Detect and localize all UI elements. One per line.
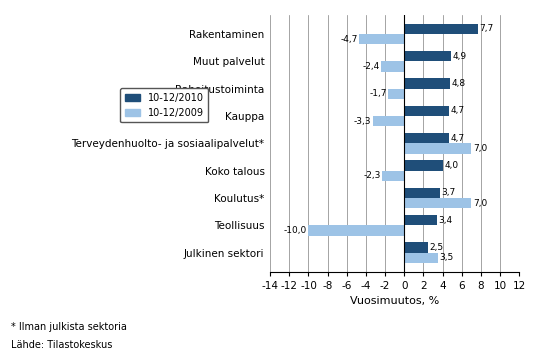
Bar (388, 89, 404, 99)
Bar (404, 215, 437, 225)
Bar (404, 24, 478, 34)
Bar (404, 160, 443, 171)
Bar (404, 253, 438, 263)
Text: -2,3: -2,3 (364, 171, 381, 180)
Bar (404, 198, 471, 208)
Text: 4,7: 4,7 (451, 106, 465, 115)
Text: 3,7: 3,7 (441, 188, 456, 197)
Text: 4,8: 4,8 (452, 79, 466, 88)
Bar (308, 225, 404, 236)
X-axis label: Vuosimuutos, %: Vuosimuutos, % (350, 296, 439, 306)
Bar (404, 78, 450, 89)
Text: 3,4: 3,4 (438, 216, 452, 225)
Bar (373, 116, 404, 126)
Text: 4,0: 4,0 (444, 161, 458, 170)
Bar (404, 51, 451, 61)
Text: * Ilman julkista sektoria: * Ilman julkista sektoria (11, 322, 127, 332)
Bar (404, 144, 471, 154)
Text: Lähde: Tilastokeskus: Lähde: Tilastokeskus (11, 340, 112, 350)
Text: -4,7: -4,7 (340, 35, 358, 44)
Text: 3,5: 3,5 (439, 253, 453, 262)
Text: 4,9: 4,9 (453, 52, 467, 61)
Bar (381, 61, 404, 72)
Text: 7,7: 7,7 (479, 24, 494, 34)
Bar (404, 242, 428, 253)
Text: 7,0: 7,0 (473, 144, 487, 153)
Text: 4,7: 4,7 (451, 134, 465, 143)
Text: -1,7: -1,7 (369, 89, 387, 99)
Bar (404, 106, 450, 116)
Text: -3,3: -3,3 (354, 117, 371, 126)
Bar (359, 34, 404, 45)
Bar (404, 133, 450, 144)
Bar (404, 187, 440, 198)
Text: 2,5: 2,5 (430, 243, 444, 252)
Text: -2,4: -2,4 (362, 62, 380, 71)
Bar (382, 171, 404, 181)
Text: -10,0: -10,0 (283, 226, 307, 235)
Legend: 10-12/2010, 10-12/2009: 10-12/2010, 10-12/2009 (121, 88, 208, 122)
Text: 7,0: 7,0 (473, 198, 487, 208)
